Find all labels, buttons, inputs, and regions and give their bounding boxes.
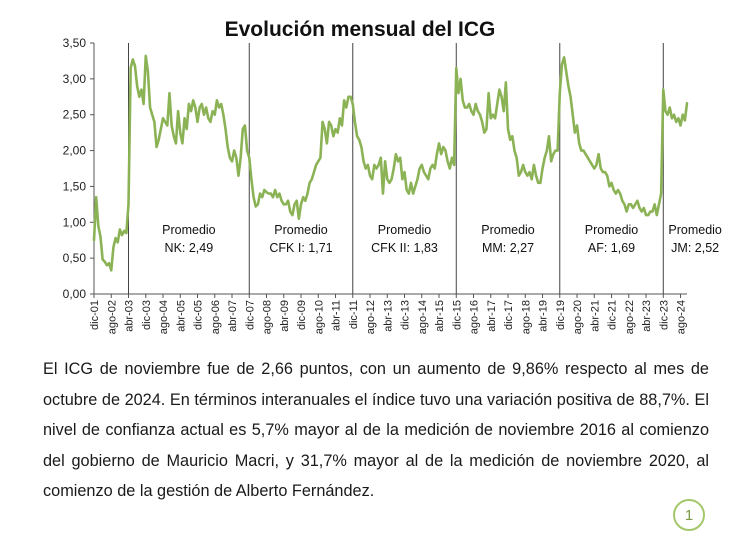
x-tick-label: ago-16: [469, 300, 481, 334]
x-tick-label: dic-23: [658, 300, 670, 330]
x-tick-label: ago-20: [572, 300, 584, 334]
y-tick-label: 3,50: [63, 36, 87, 50]
y-tick-label: 2,00: [63, 144, 87, 158]
icg-series-line: [92, 54, 689, 272]
x-tick-label: ago-24: [676, 300, 688, 334]
x-tick-label: dic-09: [296, 300, 308, 330]
y-tick-label: 0,50: [63, 251, 87, 265]
period-average-value: NK: 2,49: [165, 241, 214, 255]
period-average-value: CFK II: 1,83: [371, 241, 438, 255]
x-tick-label: ago-12: [365, 300, 377, 334]
x-tick-label: dic-19: [555, 300, 567, 330]
x-tick-label: dic-05: [193, 300, 205, 330]
icg-line-chart: Evolución mensual del ICG 0,00 0,50 1,00 1,…: [63, 18, 722, 334]
x-tick-label: dic-21: [607, 300, 619, 330]
period-label: Promedio: [274, 223, 328, 237]
x-tick-label: dic-01: [89, 300, 101, 330]
y-tick-label: 2,50: [63, 108, 87, 122]
period-label: Promedio: [481, 223, 535, 237]
period-label: Promedio: [162, 223, 216, 237]
x-tick-label: dic-03: [141, 300, 153, 330]
x-tick-label: ago-22: [624, 300, 636, 334]
period-average-value: MM: 2,27: [482, 241, 534, 255]
x-tick-label: dic-13: [400, 300, 412, 330]
series-layer: [92, 54, 689, 272]
x-tick-label: dic-17: [503, 300, 515, 330]
period-dividers: [128, 43, 664, 294]
y-tick-label: 0,00: [63, 287, 87, 301]
x-tick-label: abr-23: [641, 300, 653, 332]
x-tick-label: abr-05: [175, 300, 187, 332]
period-average-labels: Promedio NK: 2,49 Promedio CFK I: 1,71 Prome…: [162, 223, 722, 255]
period-average-value: AF: 1,69: [588, 241, 635, 255]
x-tick-label: dic-11: [348, 300, 360, 329]
x-tick-label: ago-08: [262, 300, 274, 334]
period-label: Promedio: [668, 223, 722, 237]
period-label: Promedio: [585, 223, 639, 237]
x-tick-label: ago-14: [417, 300, 429, 334]
x-tick-label: abr-19: [538, 300, 550, 332]
x-tick-label: ago-18: [520, 300, 532, 334]
y-axis-ticks: 0,00 0,50 1,00 1,50 2,00 2,50 3,00 3,50: [63, 36, 94, 301]
x-tick-label: ago-02: [106, 300, 118, 334]
x-tick-label: ago-10: [313, 300, 325, 334]
x-tick-label: dic-15: [451, 300, 463, 330]
x-tick-label: abr-07: [227, 300, 239, 332]
x-tick-label: abr-13: [382, 300, 394, 332]
x-tick-label: abr-17: [486, 300, 498, 332]
x-tick-label: abr-11: [331, 300, 343, 331]
y-tick-label: 1,50: [63, 179, 87, 193]
period-average-value: CFK I: 1,71: [269, 241, 332, 255]
chart-axes: [93, 43, 687, 295]
x-tick-label: abr-15: [434, 300, 446, 332]
x-tick-label: ago-04: [158, 300, 170, 334]
page-number-badge: 1: [673, 499, 705, 531]
x-tick-label: abr-21: [589, 300, 601, 332]
chart-title: Evolución mensual del ICG: [225, 18, 496, 41]
x-tick-label: ago-06: [210, 300, 222, 334]
period-label: Promedio: [378, 223, 432, 237]
x-tick-label: abr-03: [124, 300, 136, 332]
x-axis-ticks: dic-01 ago-02 abr-03 dic-03 ago-04 abr-05 dic-…: [89, 294, 688, 334]
x-tick-label: abr-09: [279, 300, 291, 332]
x-tick-label: dic-07: [244, 300, 256, 330]
y-tick-label: 3,00: [63, 72, 87, 86]
period-average-value: JM: 2,52: [671, 241, 719, 255]
y-tick-label: 1,00: [63, 215, 87, 229]
summary-paragraph: El ICG de noviembre fue de 2,66 puntos, …: [43, 360, 709, 500]
